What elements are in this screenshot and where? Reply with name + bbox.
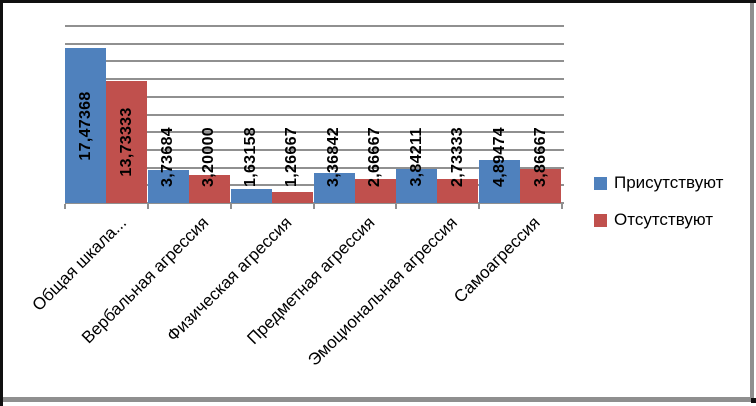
bar-value-label: 2,73333: [448, 127, 466, 187]
bar-value-label: 13,73333: [117, 107, 135, 177]
gridline: [65, 166, 564, 169]
gridline: [65, 131, 564, 134]
bar-present: [479, 159, 521, 203]
bar-absent: [354, 179, 396, 203]
axis-tick: [561, 204, 563, 209]
chart-shadow-bottom: [3, 397, 754, 402]
category-label: Самоагрессия: [450, 213, 545, 307]
bar-absent: [271, 191, 313, 203]
legend-item-present: Присутствуют: [594, 173, 723, 193]
legend-label-absent: Отсутствуют: [614, 210, 714, 229]
legend-swatch-absent-icon: [594, 213, 607, 227]
bar-value-label: 3,86667: [531, 127, 549, 187]
axis-tick: [229, 204, 232, 209]
bar-value-label: 3,73684: [159, 127, 177, 187]
legend-item-absent: Отсутствуют: [594, 210, 723, 230]
bar-value-label: 3,84211: [407, 127, 425, 187]
axis-tick: [312, 204, 315, 209]
legend-swatch-present-icon: [594, 176, 607, 190]
bar-present: [230, 188, 272, 203]
chart-shadow-corner: [751, 398, 756, 403]
gridline: [65, 42, 564, 45]
gridline: [65, 113, 564, 116]
gridline: [65, 60, 564, 63]
bar-value-label: 3,20000: [200, 127, 218, 187]
bar-present: [65, 48, 106, 203]
bar-present: [147, 169, 189, 203]
bar-value-label: 4,89474: [490, 127, 508, 187]
axis-tick: [146, 204, 149, 209]
axis-tick: [64, 204, 66, 209]
gridline: [65, 148, 564, 151]
legend-label-present: Присутствуют: [614, 173, 724, 192]
bar-value-label: 3,36842: [325, 127, 342, 187]
bar-present: [313, 173, 355, 203]
bar-value-label: 1,63158: [242, 127, 260, 187]
bar-absent: [437, 178, 479, 203]
x-axis-line: [65, 202, 564, 204]
axis-tick: [478, 204, 481, 209]
category-label: Эмоциональная агрессия: [304, 213, 462, 370]
bar-value-label: 1,26667: [283, 127, 301, 187]
chart-shadow-right: [750, 3, 754, 398]
axis-tick: [395, 204, 398, 209]
bar-value-label: 2,66667: [366, 127, 383, 187]
bar-present: [396, 168, 438, 203]
bar-absent: [106, 81, 147, 203]
gridline: [65, 25, 564, 27]
gridline: [65, 78, 564, 81]
bar-absent: [520, 168, 562, 203]
bar-value-label: 17,47368: [76, 91, 94, 161]
gridline: [65, 95, 564, 98]
bar-absent: [188, 174, 230, 203]
legend: Присутствуют Отсутствуют: [594, 173, 723, 247]
